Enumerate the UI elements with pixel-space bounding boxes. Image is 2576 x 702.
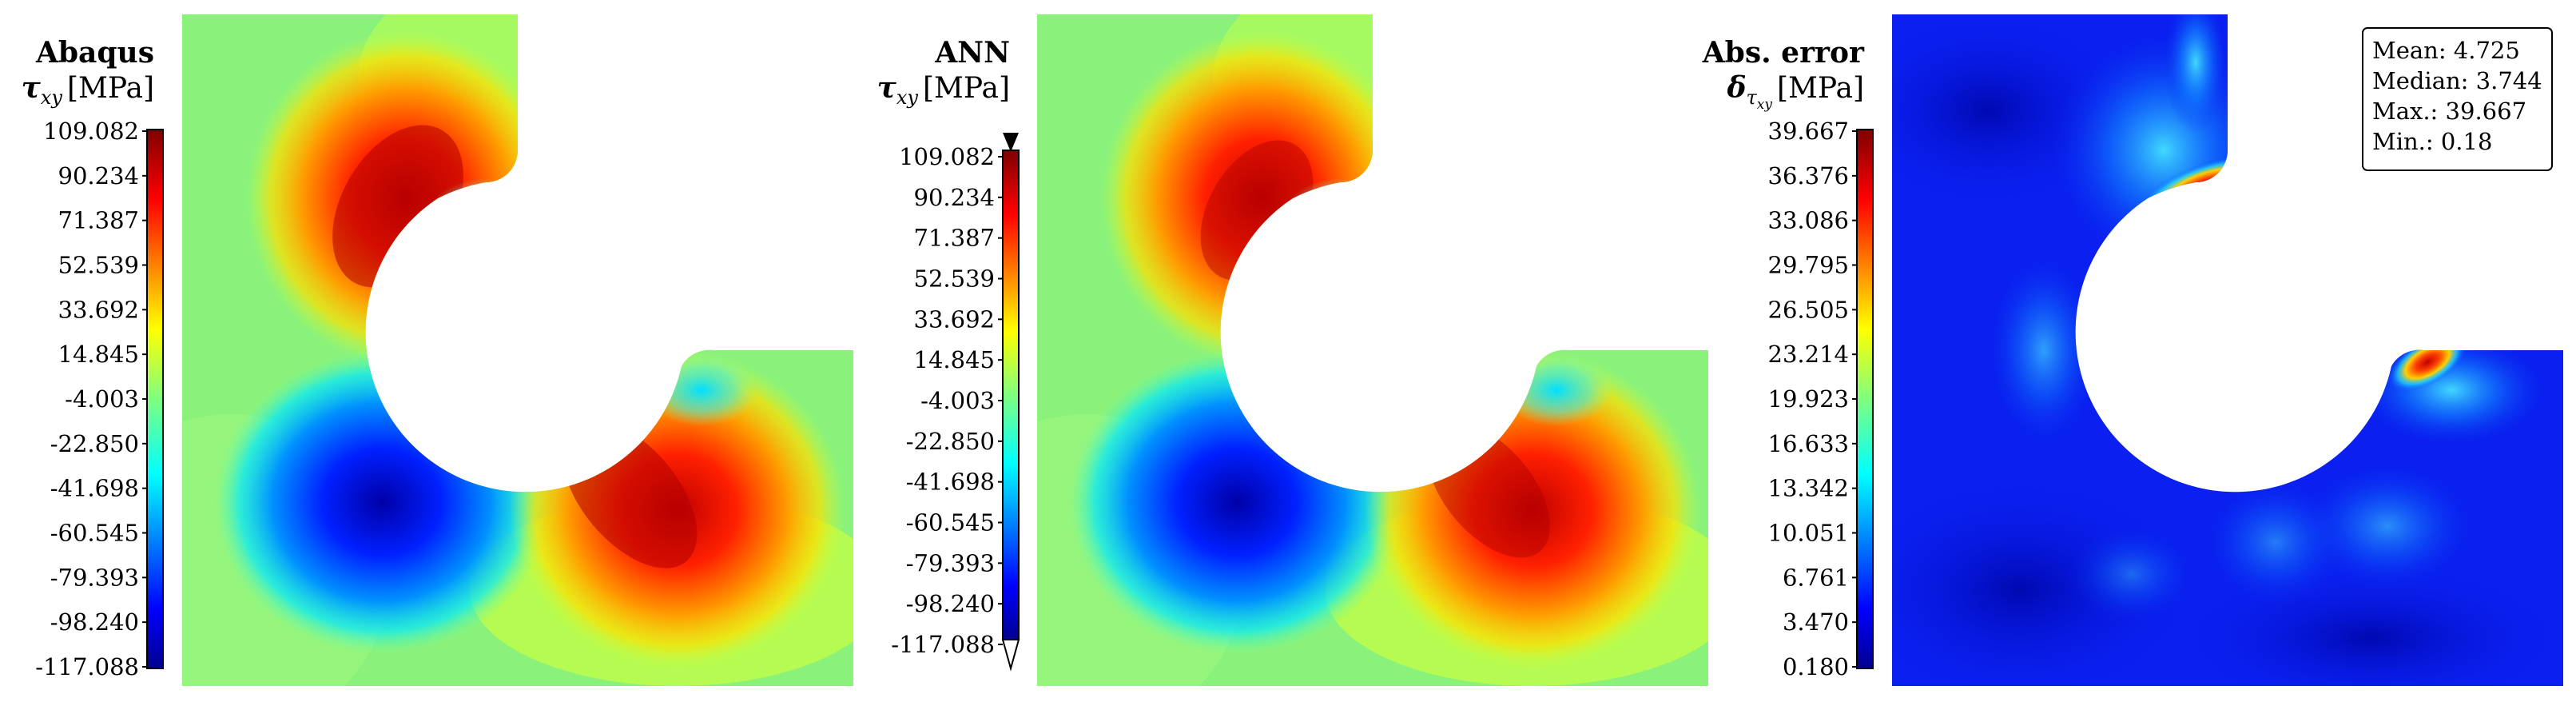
colorbar-tick-label: 33.692 [58, 296, 139, 323]
colorbar-tick-label: 52.539 [914, 265, 995, 293]
stats-box: Mean: 4.725 Median: 3.744 Max.: 39.667 M… [2362, 27, 2553, 171]
colorbar-tick-label: 26.505 [1768, 296, 1849, 323]
colorbar-tick-label: 109.082 [899, 143, 995, 170]
colorbar-tick-label: 23.214 [1768, 341, 1849, 368]
colorbar-tick-label: -22.850 [906, 428, 995, 455]
colorbar-tick-label: 36.376 [1768, 162, 1849, 189]
stress-field-ann [1037, 14, 1708, 686]
colorbar-tick-label: 19.923 [1768, 385, 1849, 413]
colorbar-tick-label: -41.698 [50, 475, 139, 502]
colorbar-ticks: 109.082 90.234 71.387 52.539 33.692 14.845 -4.… [891, 143, 1003, 658]
colorbar-tick-label: 10.051 [1768, 520, 1849, 547]
panel-abs-error: Abs. error δτxy [MPa] 39.667 36.376 33.086 2… [1702, 14, 2563, 686]
colorbar-bottom-arrow [1001, 639, 1020, 672]
colorbar [1856, 129, 1874, 669]
colorbar-tick-label: -98.240 [906, 590, 995, 617]
colorbar-ticks: 109.082 90.234 71.387 52.539 33.692 14.845 -4.… [35, 118, 147, 680]
panel-ann: ANN τxy [MPa] 109.082 90.234 71.387 52.539 33… [877, 14, 1708, 686]
colorbar-tick-label: 71.387 [58, 207, 139, 234]
colorbar-tick-label: 33.086 [1768, 207, 1849, 234]
colorbar-tick-label: 33.692 [914, 305, 995, 333]
colorbar-tick-label: 13.342 [1768, 475, 1849, 502]
quantity-label: δτxy [MPa] [1726, 71, 1864, 113]
colorbar [1002, 150, 1020, 640]
colorbar-tick-label: 14.845 [58, 341, 139, 368]
stress-field-abaqus [182, 14, 853, 686]
colorbar-tick-label: 90.234 [914, 184, 995, 211]
colorbar-tick-label: -22.850 [50, 430, 139, 457]
colorbar-tick-label: -60.545 [50, 520, 139, 547]
stats-median: Median: 3.744 [2372, 67, 2542, 94]
stats-max: Max.: 39.667 [2372, 98, 2526, 125]
colorbar-tick-label: -60.545 [906, 509, 995, 536]
colorbar-tick-label: -79.393 [906, 549, 995, 576]
colorbar-tick-label: -41.698 [906, 469, 995, 496]
stats-min: Min.: 0.18 [2372, 128, 2492, 155]
panel-title: Abs. error [1702, 36, 1865, 70]
colorbar-tick-label: 14.845 [914, 346, 995, 373]
colorbar-tick-label: -79.393 [50, 564, 139, 591]
colorbar-tick-label: 3.470 [1783, 608, 1849, 636]
stats-mean: Mean: 4.725 [2372, 37, 2520, 64]
colorbar-tick-label: 39.667 [1768, 118, 1849, 145]
quantity-label: τxy [MPa] [22, 71, 154, 109]
panel-abaqus: Abaqus τxy [MPa] 109.082 90.234 71.387 52.53… [22, 14, 853, 686]
colorbar-tick-label: -98.240 [50, 608, 139, 636]
panel-title: ANN [934, 36, 1010, 70]
colorbar-tick-label: -4.003 [920, 387, 995, 414]
colorbar-tick-label: -4.003 [65, 385, 139, 413]
colorbar-tick-label: 29.795 [1768, 252, 1849, 279]
colorbar-tick-label: 6.761 [1783, 564, 1849, 591]
colorbar-tick-label: 71.387 [914, 225, 995, 252]
colorbar-tick-label: 109.082 [43, 118, 139, 145]
colorbar [146, 129, 164, 669]
colorbar-tick-label: 16.633 [1768, 430, 1849, 457]
colorbar-ticks: 39.667 36.376 33.086 29.795 26.505 23.214 19.9… [1768, 118, 1857, 680]
error-field [1892, 14, 2563, 686]
colorbar-tick-label: 52.539 [58, 252, 139, 279]
colorbar-top-arrow [1003, 133, 1019, 152]
panel-title: Abaqus [35, 36, 154, 70]
colorbar-tick-label: -117.088 [35, 653, 139, 680]
colorbar-tick-label: 0.180 [1783, 653, 1849, 680]
colorbar-tick-label: 90.234 [58, 162, 139, 189]
colorbar-tick-label: -117.088 [891, 631, 995, 658]
quantity-label: τxy [MPa] [877, 71, 1010, 109]
